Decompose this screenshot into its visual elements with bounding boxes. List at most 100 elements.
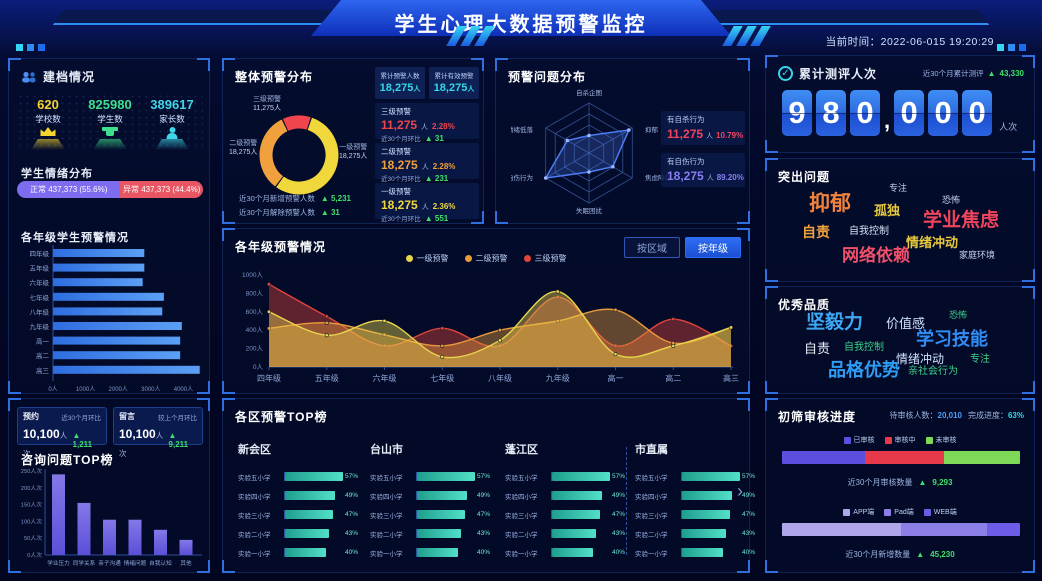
trend-point [555, 295, 560, 300]
school-bar-row: 实验四小学 49% [238, 486, 360, 505]
stack-segment [901, 523, 987, 536]
panel-corner [197, 58, 210, 71]
archive-stat-value: 825980 [88, 97, 132, 112]
trend-button-按区域[interactable]: 按区域 [624, 237, 680, 258]
people-icon [22, 71, 36, 82]
school-pct: 40% [477, 549, 491, 556]
panel-corner [1022, 286, 1035, 299]
word-item: 情绪冲动 [906, 235, 959, 250]
school-bar-row: 实验三小学 47% [635, 505, 757, 524]
level-card-name: 三级预警 [381, 107, 411, 116]
panel-corner [737, 228, 750, 241]
trend-xlabel: 六年级 [373, 373, 397, 383]
grade-tick-label: 1000人 [76, 386, 95, 393]
trend-point [497, 343, 502, 348]
school-pct: 57% [477, 473, 491, 480]
trend-point [497, 338, 502, 343]
school-bar-track [416, 510, 474, 519]
panel-qualities-cloud: 优秀品质 坚毅力 价值感 恐怖 学习技能 自责 自我控制 情绪冲动 专注 品格优势 亲社会行为 [765, 286, 1035, 394]
donut-callout: 一级预警 18,275人 [339, 143, 367, 161]
level-card-delta: ▲ 551 [424, 213, 449, 223]
school-label: 实验四小学 [370, 493, 403, 501]
donut-callout: 二级预警 18,275人 [229, 139, 257, 157]
next-page-chevron-icon[interactable]: › [737, 481, 743, 501]
consult-card-number: 10,100 [23, 427, 60, 441]
panel-corner [737, 381, 750, 394]
archive-stat-label: 学生数 [97, 114, 123, 124]
panel-corner [765, 140, 778, 153]
stat-glyph [166, 127, 178, 139]
trend-button-按年级[interactable]: 按年级 [685, 237, 741, 258]
school-bar-track [284, 510, 342, 519]
legend-dot-icon [523, 255, 531, 262]
grade-bar [53, 322, 182, 330]
panel-corner [222, 58, 235, 71]
panel-corner [1022, 381, 1035, 394]
level-card-unit: 人 [421, 124, 429, 131]
school-bar-track [551, 529, 609, 538]
grade-tick-label: 2000人 [109, 386, 128, 393]
word-item: 网络依赖 [842, 246, 910, 265]
crown-shape [40, 127, 56, 136]
overall-foot-stat: 近30个月解除预警人数 ▲ 31 [239, 207, 340, 218]
word-item: 自我控制 [844, 342, 884, 353]
grade-axis-label: 高三 [36, 366, 50, 375]
school-label: 实验三小学 [238, 512, 271, 520]
panel-corner [222, 560, 235, 573]
panel-grade-trend: 各年级预警情况 按区域 按年级 一级预警 二级预警 三级预警 0人 200人 400人 60… [222, 228, 750, 394]
review-legend-item: APP端 [843, 507, 874, 517]
word-item: 专注 [970, 354, 990, 365]
radar-title: 预警问题分布 [508, 70, 587, 84]
level-card-value: 11,275 [381, 118, 418, 132]
trend-ytick: 0人 [253, 363, 264, 371]
archive-stat-card: 620 学校数 825980 学生数 389617 家长数 [17, 93, 203, 151]
grade-axis-label: 九年级 [30, 322, 50, 331]
review-legend-item: WEB端 [923, 507, 957, 517]
trend-point [671, 343, 676, 348]
level-card-name: 二级预警 [381, 147, 411, 156]
consult-ytick: 150人次 [21, 501, 42, 509]
consult-ytick: 200人次 [21, 484, 42, 492]
trend-point [266, 326, 271, 331]
grade-axis-label: 五年级 [30, 264, 50, 273]
school-pct: 40% [612, 549, 626, 556]
school-bar-row: 实验一小学 40% [635, 543, 757, 562]
consult-bar [103, 519, 116, 555]
panel-corner [197, 560, 210, 573]
qualities-title: 优秀品质 [778, 298, 831, 312]
trend-point [324, 320, 329, 325]
slashes-decoration-right [722, 26, 771, 46]
school-pct: 49% [742, 492, 756, 499]
donut-callout-count: 18,275人 [339, 153, 368, 160]
school-label: 实验三小学 [635, 512, 668, 520]
level-card-sub: 近30个月环比 [381, 176, 421, 183]
level-card-delta: ▲ 31 [424, 133, 444, 143]
grade-bar-title: 各年级学生预警情况 [21, 232, 129, 244]
stat-glyph [40, 127, 56, 136]
school-bar-row: 实验三小学 47% [370, 505, 492, 524]
consult-card-unit: 人次 [119, 431, 164, 458]
school-bar-row: 实验一小学 40% [505, 543, 627, 562]
trend-point [555, 318, 560, 323]
school-bar-row: 实验三小学 47% [505, 505, 627, 524]
donut-callout-count: 11,275人 [253, 105, 281, 112]
school-bar-track [681, 491, 739, 500]
consult-xlabel: 其他 [180, 559, 192, 567]
school-bar-row: 实验二小学 43% [505, 524, 627, 543]
trend-point [324, 314, 329, 319]
radar-axis [545, 152, 590, 179]
word-item: 恐怖 [942, 195, 961, 205]
trend-xlabel: 四年级 [257, 373, 281, 383]
radar-stat-card: 有自伤行为 18,275 人 89.20% [661, 153, 745, 187]
legend-square-icon [923, 508, 931, 516]
trend-point [613, 307, 618, 312]
panel-corner [765, 381, 778, 394]
radar-axis [588, 152, 633, 179]
consult-card-value: 10,100人次 [119, 425, 169, 461]
school-label: 实验五小学 [635, 474, 668, 482]
school-bar-row: 实验四小学 49% [505, 486, 627, 505]
review-legend-label: APP端 [853, 509, 875, 516]
consult-card-row: 预约 近30个月环比 [23, 411, 101, 422]
trend-xlabel: 八年级 [488, 373, 512, 383]
